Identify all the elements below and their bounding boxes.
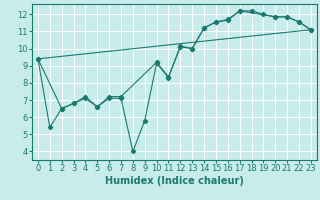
X-axis label: Humidex (Indice chaleur): Humidex (Indice chaleur)	[105, 176, 244, 186]
